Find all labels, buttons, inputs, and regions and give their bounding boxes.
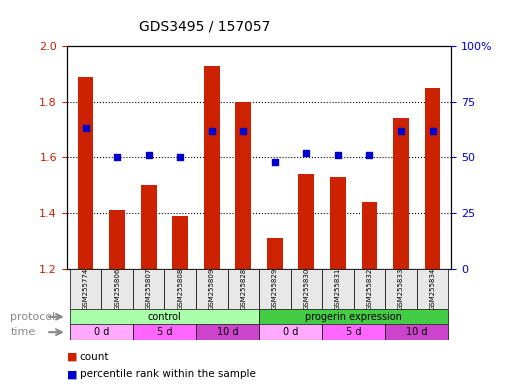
FancyBboxPatch shape <box>196 269 228 309</box>
FancyBboxPatch shape <box>385 269 417 309</box>
Text: time: time <box>10 327 35 337</box>
FancyBboxPatch shape <box>133 269 165 309</box>
Text: 0 d: 0 d <box>283 327 298 337</box>
Text: control: control <box>148 312 181 322</box>
Text: GSM255828: GSM255828 <box>240 268 246 310</box>
Text: GSM255806: GSM255806 <box>114 268 120 310</box>
Text: 10 d: 10 d <box>406 327 427 337</box>
Text: 5 d: 5 d <box>156 327 172 337</box>
Bar <box>109 210 125 269</box>
Point <box>176 154 184 161</box>
Text: GSM255834: GSM255834 <box>429 268 436 310</box>
Text: 0 d: 0 d <box>94 327 109 337</box>
Text: GSM255809: GSM255809 <box>209 268 215 310</box>
Text: percentile rank within the sample: percentile rank within the sample <box>80 369 255 379</box>
Text: ■: ■ <box>67 352 77 362</box>
Text: GSM255774: GSM255774 <box>83 268 89 310</box>
Text: 10 d: 10 d <box>217 327 238 337</box>
Text: 5 d: 5 d <box>346 327 362 337</box>
Text: GSM255832: GSM255832 <box>366 268 372 310</box>
Point <box>113 154 121 161</box>
Text: protocol: protocol <box>10 312 55 322</box>
Bar <box>299 174 314 269</box>
Bar <box>362 202 378 269</box>
Text: ■: ■ <box>67 369 77 379</box>
FancyBboxPatch shape <box>290 269 322 309</box>
Text: GSM255831: GSM255831 <box>335 268 341 310</box>
FancyBboxPatch shape <box>70 309 259 324</box>
Point <box>334 152 342 158</box>
Bar <box>235 102 251 269</box>
FancyBboxPatch shape <box>228 269 259 309</box>
Bar <box>330 177 346 269</box>
FancyBboxPatch shape <box>70 324 133 340</box>
Point <box>208 127 216 134</box>
FancyBboxPatch shape <box>259 269 290 309</box>
FancyBboxPatch shape <box>353 269 385 309</box>
Text: count: count <box>80 352 109 362</box>
Bar <box>425 88 440 269</box>
FancyBboxPatch shape <box>259 309 448 324</box>
FancyBboxPatch shape <box>259 324 322 340</box>
Bar <box>393 118 409 269</box>
Text: GSM255808: GSM255808 <box>177 268 183 310</box>
Text: progerin expression: progerin expression <box>305 312 402 322</box>
FancyBboxPatch shape <box>70 269 102 309</box>
FancyBboxPatch shape <box>322 324 385 340</box>
Text: GSM255830: GSM255830 <box>303 268 309 310</box>
Bar <box>78 77 93 269</box>
Point <box>428 127 437 134</box>
Point <box>397 127 405 134</box>
Bar <box>141 185 156 269</box>
Text: GSM255833: GSM255833 <box>398 268 404 310</box>
Point <box>239 127 247 134</box>
Bar <box>172 216 188 269</box>
Point <box>271 159 279 165</box>
Point <box>82 126 90 132</box>
Bar <box>267 238 283 269</box>
Point <box>365 152 373 158</box>
FancyBboxPatch shape <box>165 269 196 309</box>
Text: GDS3495 / 157057: GDS3495 / 157057 <box>139 20 270 34</box>
Bar <box>204 66 220 269</box>
Text: GSM255807: GSM255807 <box>146 268 152 310</box>
FancyBboxPatch shape <box>196 324 259 340</box>
FancyBboxPatch shape <box>322 269 353 309</box>
FancyBboxPatch shape <box>133 324 196 340</box>
FancyBboxPatch shape <box>102 269 133 309</box>
Point <box>145 152 153 158</box>
Text: GSM255829: GSM255829 <box>272 268 278 310</box>
FancyBboxPatch shape <box>417 269 448 309</box>
Point <box>302 150 310 156</box>
FancyBboxPatch shape <box>385 324 448 340</box>
